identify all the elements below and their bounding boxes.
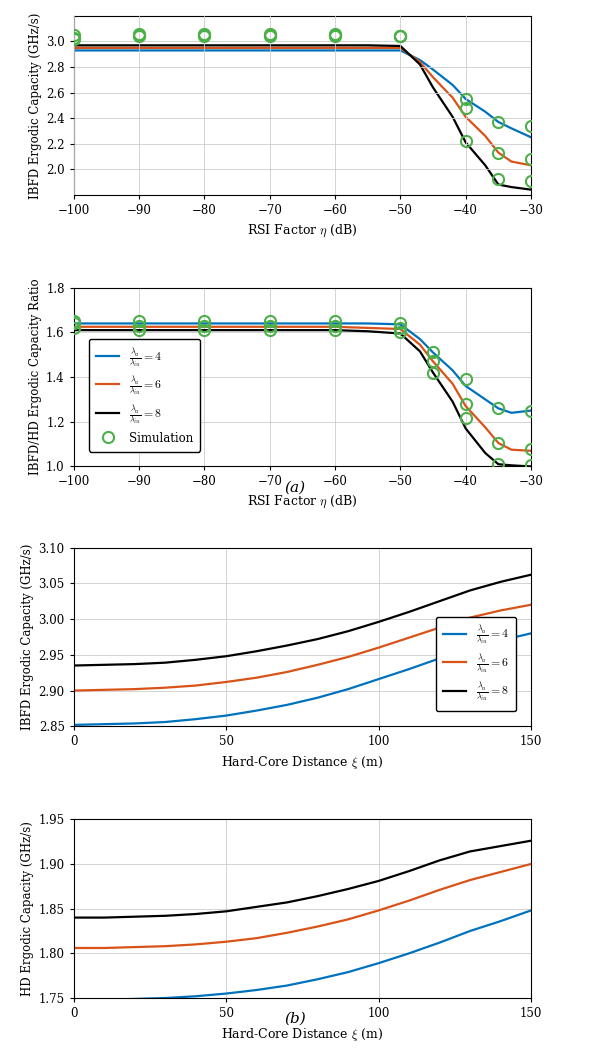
X-axis label: Hard-Core Distance $\xi$ (m): Hard-Core Distance $\xi$ (m) <box>221 754 384 771</box>
X-axis label: RSI Factor $\eta$ (dB): RSI Factor $\eta$ (dB) <box>247 222 358 238</box>
Legend: $\frac{\lambda_a}{\lambda_{iu}} = 4$, $\frac{\lambda_a}{\lambda_{iu}} = 6$, $\fr: $\frac{\lambda_a}{\lambda_{iu}} = 4$, $\… <box>435 617 516 712</box>
Y-axis label: HD Ergodic Capacity (GHz/s): HD Ergodic Capacity (GHz/s) <box>21 821 34 996</box>
X-axis label: RSI Factor $\eta$ (dB): RSI Factor $\eta$ (dB) <box>247 494 358 511</box>
Y-axis label: IBFD Ergodic Capacity (GHz/s): IBFD Ergodic Capacity (GHz/s) <box>29 12 42 199</box>
Text: (b): (b) <box>284 1012 306 1026</box>
Y-axis label: IBFD/HD Ergodic Capacity Ratio: IBFD/HD Ergodic Capacity Ratio <box>29 279 42 476</box>
Y-axis label: IBFD Ergodic Capacity (GHz/s): IBFD Ergodic Capacity (GHz/s) <box>21 544 34 730</box>
Text: (a): (a) <box>284 480 306 495</box>
Legend: $\frac{\lambda_a}{\lambda_{iu}} = 4$, $\frac{\lambda_a}{\lambda_{iu}} = 6$, $\fr: $\frac{\lambda_a}{\lambda_{iu}} = 4$, $\… <box>89 339 200 451</box>
X-axis label: Hard-Core Distance $\xi$ (m): Hard-Core Distance $\xi$ (m) <box>221 1026 384 1043</box>
